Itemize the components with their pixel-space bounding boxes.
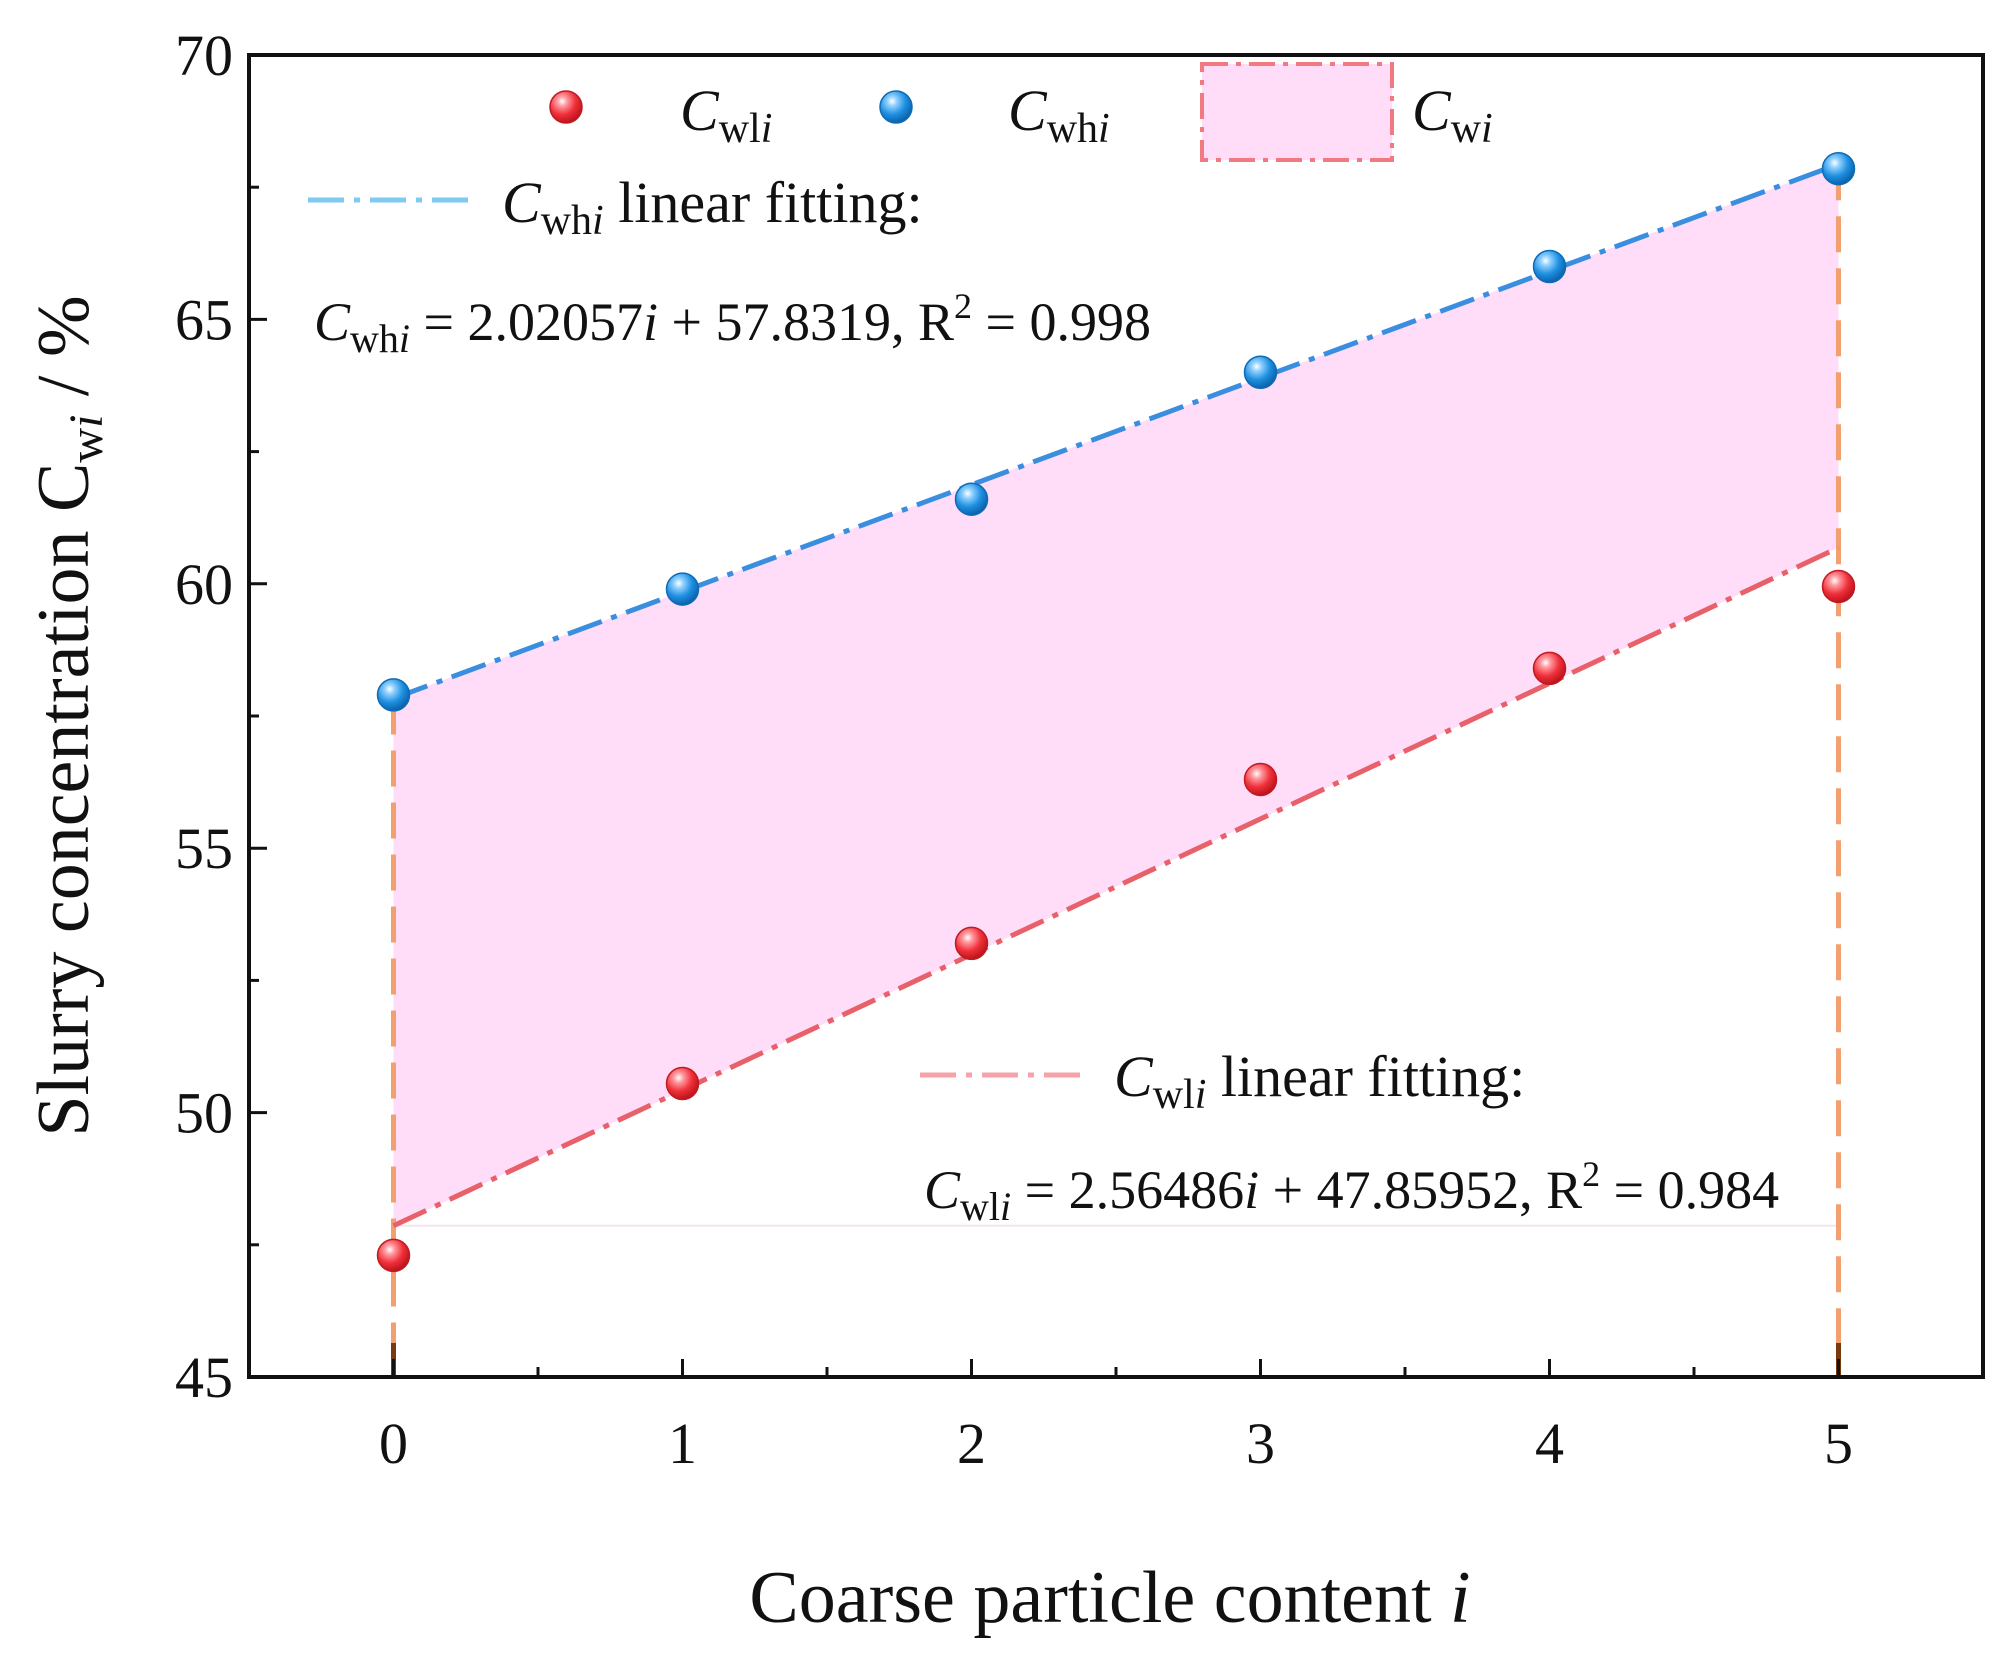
cwi-band <box>393 164 1839 1226</box>
point-cwli-2 <box>954 926 989 961</box>
y-axis-title: Slurry concentration Cwi / % <box>23 295 113 1136</box>
svg-text:Cwhi: Cwhi <box>1008 78 1110 152</box>
legend-marker-cwhi <box>879 90 913 124</box>
y-tick-label-55: 55 <box>175 816 233 881</box>
legend-item-cwli: Cwli <box>549 78 772 152</box>
cwli-fit-label: Cwli linear fitting: <box>1114 1044 1525 1118</box>
cwhi-fit-equation: Cwhi = 2.02057i + 57.8319, R2 = 0.998 <box>314 286 1151 361</box>
data-points <box>376 151 1856 1273</box>
point-cwhi-0 <box>376 678 411 712</box>
point-cwhi-4 <box>1532 249 1567 284</box>
y-tick-label-50: 50 <box>175 1081 233 1146</box>
cwhi-fit-label: Cwhi linear fitting: <box>502 170 923 244</box>
x-axis-title: Coarse particle content i <box>749 1557 1470 1639</box>
x-tick-label-5: 5 <box>1824 1411 1853 1476</box>
point-cwli-4 <box>1532 651 1567 686</box>
x-tick-label-1: 1 <box>668 1411 697 1476</box>
svg-text:Cwli: Cwli <box>680 78 772 152</box>
point-cwhi-3 <box>1243 355 1278 390</box>
legend-item-cwhi: Cwhi <box>879 78 1110 152</box>
point-cwhi-5 <box>1821 151 1856 186</box>
y-tick-label-70: 70 <box>175 23 233 88</box>
x-tick-label-4: 4 <box>1535 1411 1564 1476</box>
point-cwli-5 <box>1821 569 1856 604</box>
point-cwli-0 <box>376 1238 411 1273</box>
legend: Cwli Cwhi Cwi <box>549 62 1493 162</box>
legend-swatch-cwi <box>1200 62 1394 162</box>
point-cwhi-1 <box>665 572 700 606</box>
point-cwli-3 <box>1243 762 1278 797</box>
y-tick-label-45: 45 <box>175 1345 233 1410</box>
y-tick-label-60: 60 <box>175 552 233 617</box>
cwli-fit-annotation: Cwli linear fitting: Cwli = 2.56486i + 4… <box>920 1044 1779 1229</box>
svg-text:Cwi: Cwi <box>1412 78 1493 152</box>
y-tick-label-65: 65 <box>175 287 233 352</box>
x-tick-label-0: 0 <box>379 1411 408 1476</box>
legend-marker-cwli <box>549 90 583 124</box>
cwli-fit-line <box>392 545 1840 1229</box>
axis-ticks <box>249 53 1840 1379</box>
x-tick-label-3: 3 <box>1246 1411 1275 1476</box>
point-cwli-1 <box>665 1066 700 1101</box>
point-cwhi-2 <box>954 482 989 516</box>
cwhi-fit-line <box>392 161 1840 701</box>
x-tick-label-2: 2 <box>957 1411 986 1476</box>
cwli-fit-equation: Cwli = 2.56486i + 47.85952, R2 = 0.984 <box>924 1154 1779 1229</box>
legend-item-cwi: Cwi <box>1200 62 1493 162</box>
cwhi-fit-annotation: Cwhi linear fitting: Cwhi = 2.02057i + 5… <box>308 170 1151 361</box>
